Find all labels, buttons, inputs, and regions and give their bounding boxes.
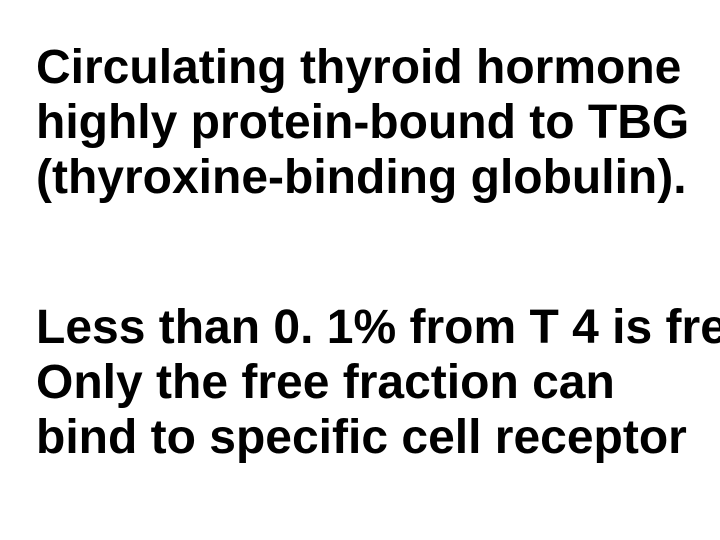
text-line: (thyroxine-binding globulin). <box>36 150 689 205</box>
paragraph-2: Less than 0. 1% from T 4 is fre Only the… <box>36 300 720 466</box>
text-line: Circulating thyroid hormone <box>36 40 689 95</box>
text-line: Only the free fraction can <box>36 355 720 410</box>
text-line: highly protein-bound to TBG <box>36 95 689 150</box>
text-line: bind to specific cell receptor <box>36 410 720 465</box>
slide: Circulating thyroid hormone highly prote… <box>0 0 720 540</box>
text-line: Less than 0. 1% from T 4 is fre <box>36 300 720 355</box>
paragraph-1: Circulating thyroid hormone highly prote… <box>36 40 689 206</box>
